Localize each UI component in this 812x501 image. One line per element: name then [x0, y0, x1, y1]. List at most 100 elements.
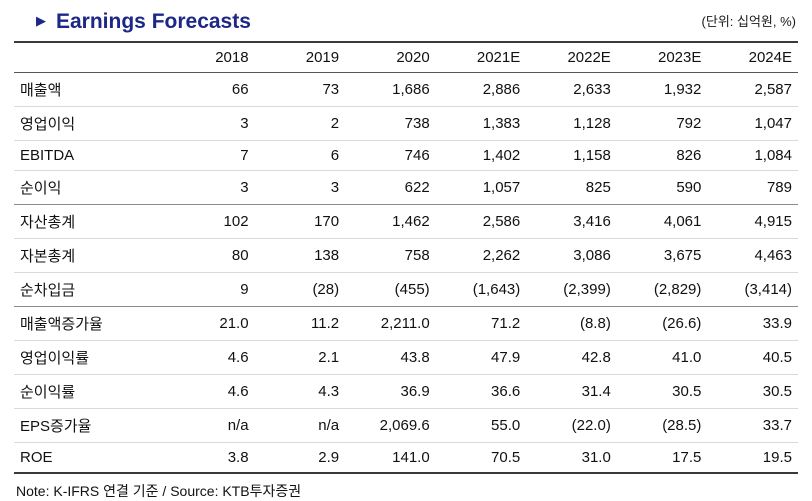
page-title: Earnings Forecasts: [56, 10, 251, 33]
cell-value: 825: [526, 170, 617, 206]
cell-value: (28.5): [616, 408, 708, 444]
cell-value: 1,047: [707, 106, 798, 142]
table-row: 자산총계 102 170 1,462 2,586 3,416 4,061 4,915: [14, 204, 798, 240]
cell-value: 4,061: [616, 204, 708, 240]
cell-value: 30.5: [707, 374, 798, 410]
cell-value: n/a: [254, 408, 346, 444]
cell-value: 33.9: [707, 306, 798, 342]
cell-value: 66: [164, 72, 255, 108]
cell-value: 2,262: [435, 238, 527, 274]
row-label: 자본총계: [14, 238, 164, 274]
unit-label: (단위: 십억원, %): [701, 14, 796, 30]
cell-value: 2.1: [254, 340, 346, 376]
table-row: 자본총계 80 138 758 2,262 3,086 3,675 4,463: [14, 238, 798, 274]
corner-header: [14, 41, 164, 74]
forecast-table: 2018 2019 2020 2021E 2022E 2023E 2024E 매출액 66 73…: [14, 41, 798, 475]
table-row: EPS증가율 n/a n/a 2,069.6 55.0 (22.0) (28.5) 33.7: [14, 408, 798, 444]
table-row: 영업이익 3 2 738 1,383 1,128 792 1,047: [14, 106, 798, 142]
cell-value: 43.8: [345, 340, 436, 376]
cell-value: 4.6: [164, 340, 255, 376]
cell-value: (22.0): [526, 408, 617, 444]
cell-value: (2,829): [616, 272, 708, 308]
cell-value: 1,402: [435, 140, 527, 172]
cell-value: 3: [164, 106, 255, 142]
row-label: 자산총계: [14, 204, 164, 240]
cell-value: 4.3: [254, 374, 346, 410]
cell-value: 6: [254, 140, 346, 172]
cell-value: 40.5: [707, 340, 798, 376]
cell-value: 3,416: [526, 204, 617, 240]
cell-value: 789: [707, 170, 798, 206]
cell-value: 42.8: [526, 340, 617, 376]
cell-value: 3.8: [164, 442, 255, 475]
cell-value: 7: [164, 140, 255, 172]
table-row: 매출액증가율 21.0 11.2 2,211.0 71.2 (8.8) (26.6) 33.9: [14, 306, 798, 342]
row-label: 순차입금: [14, 272, 164, 308]
cell-value: 738: [345, 106, 436, 142]
cell-value: (28): [254, 272, 346, 308]
cell-value: 1,128: [526, 106, 617, 142]
table-row: 영업이익률 4.6 2.1 43.8 47.9 42.8 41.0 40.5: [14, 340, 798, 376]
row-label: 매출액: [14, 72, 164, 108]
cell-value: 30.5: [616, 374, 708, 410]
cell-value: 3: [254, 170, 346, 206]
year-header: 2020: [345, 41, 436, 74]
year-header: 2019: [254, 41, 346, 74]
table-row: ROE 3.8 2.9 141.0 70.5 31.0 17.5 19.5: [14, 442, 798, 475]
cell-value: 1,158: [526, 140, 617, 172]
table-row: 순이익 3 3 622 1,057 825 590 789: [14, 170, 798, 206]
cell-value: 2: [254, 106, 346, 142]
cell-value: 33.7: [707, 408, 798, 444]
cell-value: 9: [164, 272, 255, 308]
cell-value: 2,633: [526, 72, 617, 108]
row-label: 영업이익: [14, 106, 164, 142]
header-row: 2018 2019 2020 2021E 2022E 2023E 2024E: [14, 41, 798, 74]
cell-value: 141.0: [345, 442, 436, 475]
cell-value: 1,057: [435, 170, 527, 206]
cell-value: 11.2: [254, 306, 346, 342]
year-header: 2024E: [707, 41, 798, 74]
cell-value: 19.5: [707, 442, 798, 475]
cell-value: 2,211.0: [345, 306, 436, 342]
cell-value: (1,643): [435, 272, 527, 308]
cell-value: 55.0: [435, 408, 527, 444]
cell-value: 792: [616, 106, 708, 142]
title-group: ▶ Earnings Forecasts: [16, 10, 251, 33]
cell-value: 3,675: [616, 238, 708, 274]
cell-value: 36.6: [435, 374, 527, 410]
table-row: EBITDA 7 6 746 1,402 1,158 826 1,084: [14, 140, 798, 172]
cell-value: 1,462: [345, 204, 436, 240]
year-header: 2022E: [526, 41, 617, 74]
cell-value: 4.6: [164, 374, 255, 410]
cell-value: 102: [164, 204, 255, 240]
row-label: 순이익: [14, 170, 164, 206]
triangle-bullet-icon: ▶: [36, 13, 46, 29]
row-label: EPS증가율: [14, 408, 164, 444]
table-body: 매출액 66 73 1,686 2,886 2,633 1,932 2,587 영업이익 3 2 73…: [14, 72, 798, 475]
cell-value: 758: [345, 238, 436, 274]
cell-value: 73: [254, 72, 346, 108]
cell-value: (8.8): [526, 306, 617, 342]
cell-value: 3,086: [526, 238, 617, 274]
cell-value: 2,587: [707, 72, 798, 108]
cell-value: (3,414): [707, 272, 798, 308]
cell-value: (2,399): [526, 272, 617, 308]
cell-value: 21.0: [164, 306, 255, 342]
cell-value: 3: [164, 170, 255, 206]
row-label: 매출액증가율: [14, 306, 164, 342]
table-row: 매출액 66 73 1,686 2,886 2,633 1,932 2,587: [14, 72, 798, 108]
cell-value: 746: [345, 140, 436, 172]
cell-value: 2,069.6: [345, 408, 436, 444]
cell-value: 36.9: [345, 374, 436, 410]
cell-value: 17.5: [616, 442, 708, 475]
cell-value: 80: [164, 238, 255, 274]
cell-value: 2,586: [435, 204, 527, 240]
row-label: 영업이익률: [14, 340, 164, 376]
cell-value: 1,932: [616, 72, 708, 108]
cell-value: 2.9: [254, 442, 346, 475]
title-bar: ▶ Earnings Forecasts (단위: 십억원, %): [14, 6, 798, 41]
row-label: 순이익률: [14, 374, 164, 410]
cell-value: 826: [616, 140, 708, 172]
cell-value: 1,084: [707, 140, 798, 172]
cell-value: (26.6): [616, 306, 708, 342]
